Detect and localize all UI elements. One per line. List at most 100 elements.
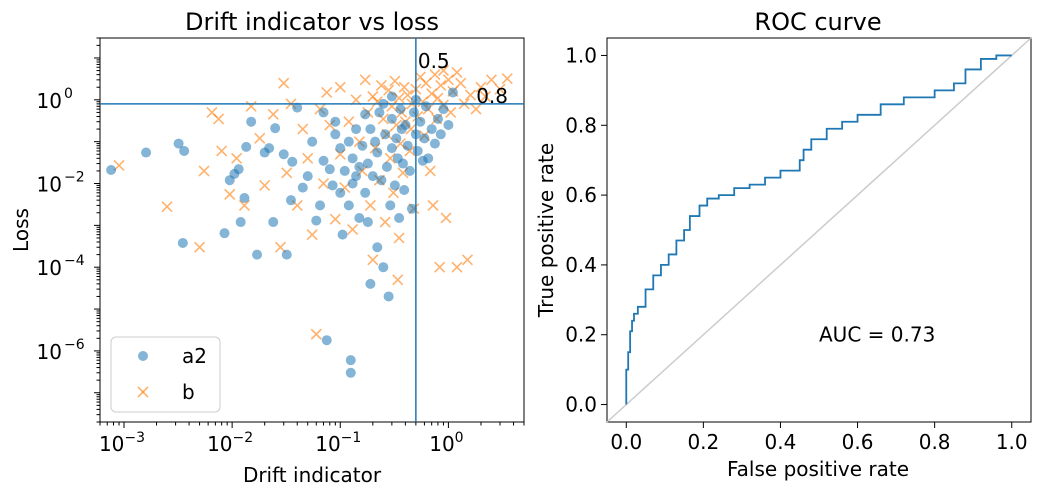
point-a2 — [278, 149, 289, 160]
point-b — [427, 199, 439, 211]
point-a2 — [270, 123, 281, 134]
point-b — [194, 241, 206, 253]
point-a2 — [173, 138, 184, 149]
point-a2 — [383, 291, 394, 302]
point-a2 — [372, 147, 383, 158]
point-a2 — [429, 138, 440, 149]
point-b — [451, 261, 463, 273]
point-b — [485, 74, 498, 86]
point-a2 — [376, 175, 387, 186]
point-a2 — [351, 124, 362, 135]
point-a2 — [233, 164, 244, 175]
y-tick-label: 10 — [37, 340, 62, 364]
point-a2 — [362, 158, 373, 169]
series-a2 — [106, 87, 458, 445]
point-a2 — [420, 101, 431, 112]
point-b — [475, 81, 487, 93]
roc-y-ticks: 0.0 0.2 0.4 0.6 0.8 1.0 — [565, 43, 607, 417]
point-a2 — [362, 217, 373, 228]
point-a2 — [351, 171, 362, 182]
point-b — [329, 213, 341, 225]
point-b — [161, 201, 173, 213]
point-a2 — [423, 153, 434, 164]
roc-curve-line — [625, 54, 1012, 405]
scatter-points — [106, 64, 513, 445]
point-b — [367, 254, 379, 266]
point-b — [384, 152, 396, 164]
point-a2 — [324, 164, 335, 175]
point-b — [437, 64, 450, 77]
point-a2 — [394, 212, 405, 223]
roc-x-tick-label: 0.6 — [842, 430, 874, 454]
point-b — [267, 108, 279, 120]
scatter-x-ticks: 10−3 10−2 10−1 100 — [99, 422, 525, 456]
point-b — [306, 229, 318, 241]
point-a2 — [368, 435, 378, 445]
point-b — [432, 92, 444, 104]
point-b — [310, 328, 322, 340]
point-a2 — [327, 180, 338, 191]
point-a2 — [179, 145, 190, 156]
point-a2 — [395, 104, 406, 115]
point-b — [238, 199, 251, 211]
y-tick-exponent: −6 — [64, 337, 85, 353]
point-a2 — [246, 116, 257, 127]
y-tick-exponent: −4 — [64, 253, 85, 269]
roc-axes-frame — [606, 37, 1032, 423]
point-b — [451, 66, 463, 79]
point-a2 — [380, 129, 391, 140]
point-a2 — [106, 165, 117, 176]
point-a2 — [281, 249, 292, 260]
roc-title: ROC curve — [754, 8, 881, 36]
point-b — [389, 75, 401, 87]
y-tick-label: 10 — [37, 256, 62, 280]
y-tick-label: 10 — [37, 173, 62, 197]
point-a2 — [141, 147, 152, 158]
point-a2 — [335, 143, 346, 154]
point-a2 — [241, 141, 252, 152]
x-tick-label: 10−1 — [315, 430, 361, 456]
roc-x-tick-label: 0.4 — [765, 430, 797, 454]
roc-x-tick-label: 1.0 — [996, 430, 1028, 454]
point-a2 — [432, 113, 443, 124]
y-tick-exponent: −2 — [64, 170, 85, 186]
point-b — [259, 179, 271, 191]
point-b — [470, 103, 482, 115]
point-a2 — [402, 140, 413, 151]
point-a2 — [399, 184, 410, 195]
point-a2 — [438, 104, 449, 115]
point-b — [281, 167, 293, 179]
point-b — [334, 81, 346, 93]
point-a2 — [367, 171, 378, 182]
scatter-plot-area: 0.5 0.8 — [99, 37, 525, 445]
point-b — [455, 77, 467, 89]
point-b — [461, 254, 474, 266]
point-a2 — [389, 180, 400, 191]
point-b — [398, 81, 410, 93]
point-a2 — [360, 187, 371, 198]
point-b — [297, 123, 309, 135]
point-a2 — [360, 109, 371, 120]
point-a2 — [354, 212, 365, 223]
point-b — [343, 116, 355, 128]
point-a2 — [285, 195, 296, 206]
vertical-threshold-label: 0.5 — [418, 49, 450, 73]
point-a2 — [330, 116, 341, 127]
point-a2 — [330, 129, 341, 140]
point-a2 — [219, 228, 230, 239]
point-a2 — [372, 242, 383, 253]
point-b — [392, 274, 404, 286]
point-b — [464, 89, 477, 101]
point-a2 — [347, 153, 358, 164]
point-a2 — [318, 155, 329, 166]
y-tick-label: 10 — [37, 89, 62, 113]
point-b — [424, 165, 436, 177]
roc-y-tick-label: 0.8 — [565, 113, 597, 137]
point-b — [402, 89, 414, 101]
roc-y-tick-label: 0.0 — [565, 393, 597, 417]
point-a2 — [357, 140, 368, 151]
point-b — [347, 223, 359, 235]
point-a2 — [307, 136, 318, 147]
point-b — [375, 79, 387, 92]
point-b — [254, 132, 266, 144]
